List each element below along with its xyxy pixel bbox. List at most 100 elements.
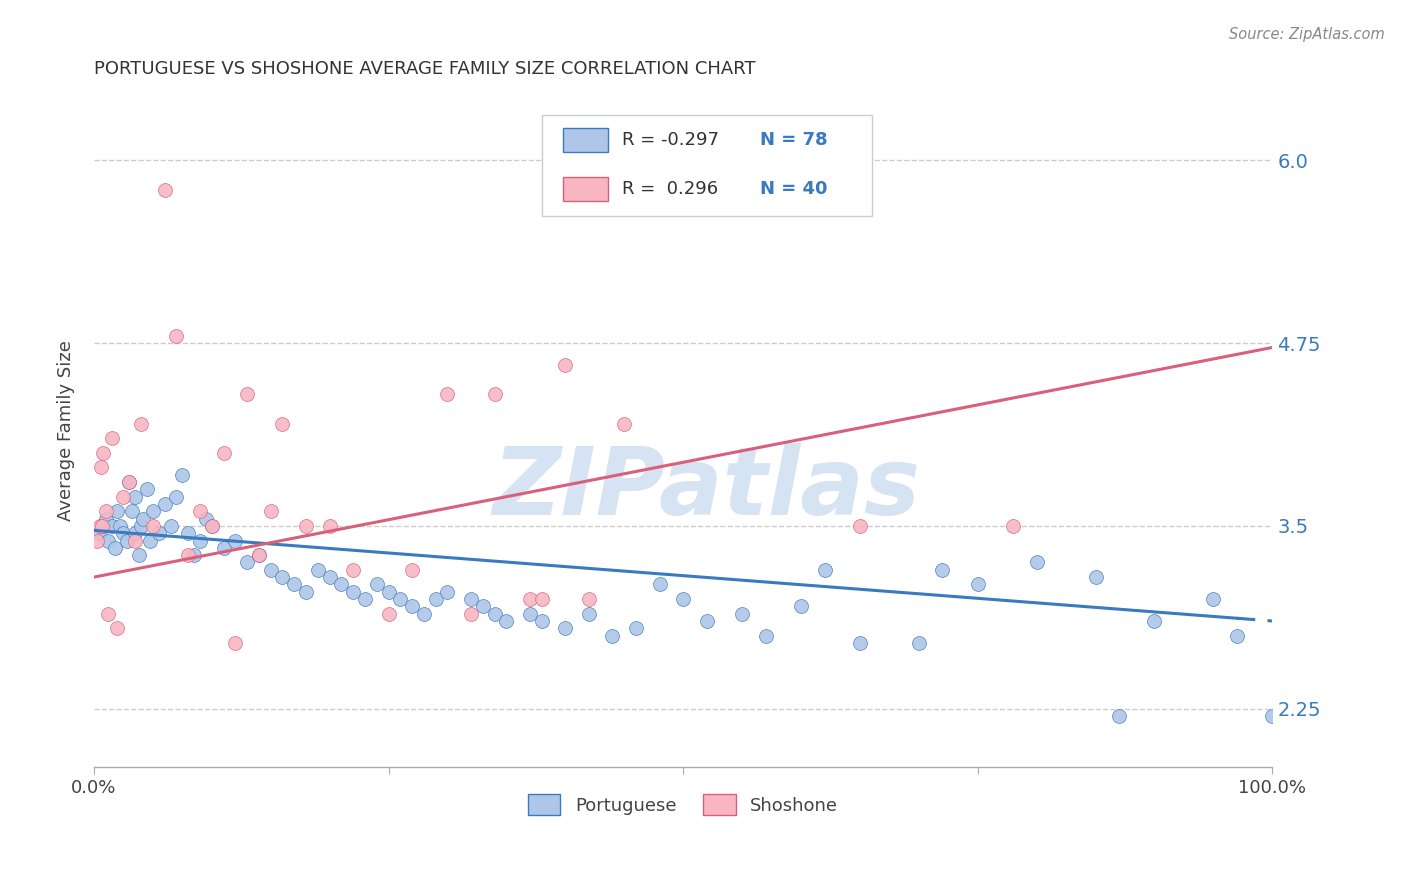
FancyBboxPatch shape	[562, 177, 607, 201]
Point	[112, 490, 135, 504]
Point	[115, 533, 138, 548]
Point	[554, 358, 576, 372]
Point	[755, 629, 778, 643]
Point	[129, 417, 152, 431]
Point	[236, 556, 259, 570]
Point	[260, 563, 283, 577]
Text: PORTUGUESE VS SHOSHONE AVERAGE FAMILY SIZE CORRELATION CHART: PORTUGUESE VS SHOSHONE AVERAGE FAMILY SI…	[94, 60, 755, 78]
Point	[260, 504, 283, 518]
Point	[183, 548, 205, 562]
Point	[201, 519, 224, 533]
Point	[97, 533, 120, 548]
Point	[212, 446, 235, 460]
Point	[401, 599, 423, 614]
Point	[165, 328, 187, 343]
Point	[148, 526, 170, 541]
Point	[172, 467, 194, 482]
Point	[436, 584, 458, 599]
Point	[1002, 519, 1025, 533]
Text: ZIPatlas: ZIPatlas	[492, 443, 921, 535]
Point	[696, 614, 718, 628]
Point	[554, 621, 576, 635]
Point	[1261, 709, 1284, 723]
Point	[484, 607, 506, 621]
Point	[124, 526, 146, 541]
Point	[177, 548, 200, 562]
Y-axis label: Average Family Size: Average Family Size	[58, 341, 75, 521]
Point	[142, 519, 165, 533]
Point	[94, 504, 117, 518]
Legend: Portuguese, Shoshone: Portuguese, Shoshone	[520, 787, 845, 822]
Point	[283, 577, 305, 591]
Point	[142, 504, 165, 518]
Point	[307, 563, 329, 577]
Point	[613, 417, 636, 431]
Point	[1108, 709, 1130, 723]
Point	[318, 519, 340, 533]
Point	[100, 431, 122, 445]
Point	[107, 504, 129, 518]
Point	[377, 584, 399, 599]
Point	[97, 607, 120, 621]
Point	[931, 563, 953, 577]
Point	[318, 570, 340, 584]
Point	[578, 607, 600, 621]
Point	[124, 490, 146, 504]
Point	[389, 592, 412, 607]
Point	[159, 519, 181, 533]
Point	[813, 563, 835, 577]
Point	[124, 533, 146, 548]
Point	[342, 584, 364, 599]
Point	[1202, 592, 1225, 607]
Point	[236, 387, 259, 401]
Point	[460, 607, 482, 621]
Point	[90, 460, 112, 475]
Point	[271, 417, 294, 431]
Point	[1226, 629, 1249, 643]
Point	[519, 607, 541, 621]
Point	[129, 519, 152, 533]
Point	[460, 592, 482, 607]
Point	[849, 636, 872, 650]
Point	[247, 548, 270, 562]
Point	[731, 607, 754, 621]
Point	[354, 592, 377, 607]
Point	[436, 387, 458, 401]
Point	[966, 577, 988, 591]
Point	[495, 614, 517, 628]
Point	[377, 607, 399, 621]
Point	[849, 519, 872, 533]
Point	[139, 533, 162, 548]
Point	[624, 621, 647, 635]
Point	[425, 592, 447, 607]
Text: N = 78: N = 78	[759, 131, 827, 149]
Point	[107, 621, 129, 635]
Point	[194, 511, 217, 525]
Text: R = -0.297: R = -0.297	[621, 131, 718, 149]
Text: R =  0.296: R = 0.296	[621, 179, 718, 198]
Point	[188, 533, 211, 548]
Point	[530, 592, 553, 607]
Point	[132, 511, 155, 525]
FancyBboxPatch shape	[541, 114, 872, 216]
Point	[224, 636, 246, 650]
Point	[1084, 570, 1107, 584]
Point	[247, 548, 270, 562]
Point	[330, 577, 353, 591]
Point	[118, 475, 141, 489]
Point	[91, 519, 114, 533]
Point	[128, 548, 150, 562]
Point	[295, 584, 318, 599]
Point	[471, 599, 494, 614]
Point	[602, 629, 624, 643]
Point	[108, 519, 131, 533]
Point	[118, 475, 141, 489]
Point	[112, 526, 135, 541]
FancyBboxPatch shape	[562, 128, 607, 153]
Point	[153, 182, 176, 196]
Point	[790, 599, 813, 614]
Point	[86, 533, 108, 548]
Point	[295, 519, 318, 533]
Point	[93, 519, 115, 533]
Point	[188, 504, 211, 518]
